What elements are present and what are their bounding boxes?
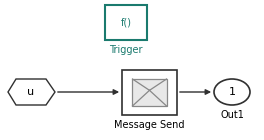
- Bar: [122, 70, 177, 115]
- Bar: [105, 5, 147, 40]
- Text: u: u: [27, 87, 35, 97]
- Text: f(): f(): [120, 18, 131, 27]
- Text: Message Send: Message Send: [114, 120, 185, 130]
- Ellipse shape: [214, 79, 250, 105]
- Text: 1: 1: [229, 87, 235, 97]
- Text: Out1: Out1: [220, 110, 244, 120]
- Text: Trigger: Trigger: [109, 45, 143, 55]
- Polygon shape: [8, 79, 55, 105]
- Bar: [133, 79, 167, 106]
